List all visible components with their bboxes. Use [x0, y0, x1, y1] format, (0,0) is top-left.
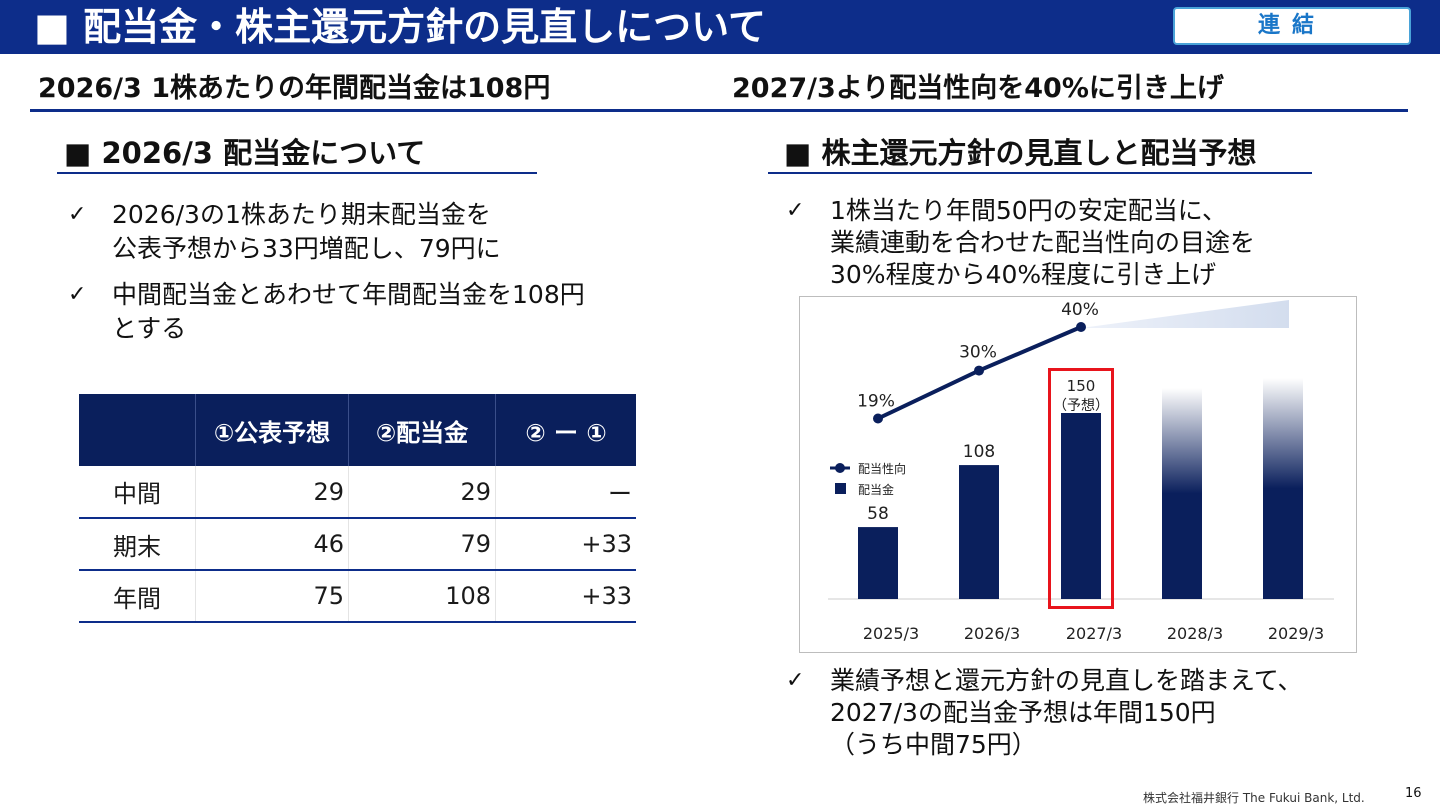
table-row: 年間 75 108 +33: [79, 570, 636, 623]
category-label: 2029/3: [1268, 624, 1324, 643]
dividend-table: ①公表予想 ②配当金 ② ー ① 中間 29 29 ー 期末 46 79 +33…: [79, 394, 636, 623]
legend-line-marker: [835, 463, 845, 473]
bullet-line: 30%程度から40%程度に引き上げ: [830, 260, 1217, 289]
table-cell: 46: [195, 518, 349, 571]
table-cell: 29: [348, 466, 496, 519]
legend-bar-swatch: [835, 483, 846, 494]
row-label: 年間: [79, 570, 196, 623]
left-bullet-1: ✓ 2026/3の1株あたり期末配当金を 公表予想から33円増配し、79円に: [68, 198, 668, 268]
page-number: 16: [1405, 786, 1422, 801]
bar-outlook-2029/3: [1263, 378, 1303, 599]
right-bullet-2: ✓ 業績予想と還元方針の見直しを踏まえて、 2027/3の配当金予想は年間150…: [786, 664, 1426, 768]
headline-left: 2026/3 1株あたりの年間配当金は108円: [38, 73, 551, 104]
forecast-note-label: （予想）: [1053, 398, 1109, 414]
table-cell: 29: [195, 466, 349, 519]
bullet-line: 業績予想と還元方針の見直しを踏まえて、: [830, 666, 1303, 695]
table-cell: 79: [348, 518, 496, 571]
right-bullet-1: ✓ 1株当たり年間50円の安定配当に、 業績連動を合わせた配当性向の目途を 30…: [786, 194, 1426, 298]
category-label: 2027/3: [1066, 624, 1122, 643]
check-icon: ✓: [786, 668, 805, 693]
bar-value-label: 108: [963, 442, 995, 462]
category-label: 2026/3: [964, 624, 1020, 643]
category-label: 2028/3: [1167, 624, 1223, 643]
legend-label: 配当金: [858, 482, 894, 497]
bullet-line: 業績連動を合わせた配当性向の目途を: [830, 228, 1256, 257]
check-icon: ✓: [68, 202, 87, 227]
row-label: 期末: [79, 518, 196, 571]
bar-2027/3: [1061, 413, 1101, 599]
payout-ratio-point: [1076, 322, 1086, 332]
payout-ratio-label: 40%: [1061, 300, 1099, 320]
bullet-line: 公表予想から33円増配し、79円に: [112, 234, 501, 263]
bar-2025/3: [858, 527, 898, 599]
bar-value-label: 58: [867, 504, 889, 524]
bullet-line: 中間配当金とあわせて年間配当金を108円: [112, 280, 585, 309]
bar-2026/3: [959, 465, 999, 599]
table-header-cell: ② ー ①: [495, 394, 636, 466]
check-icon: ✓: [786, 198, 805, 223]
bullet-line: （うち中間75円）: [830, 730, 1037, 759]
bullet-line: 2026/3の1株あたり期末配当金を: [112, 200, 491, 229]
consolidated-badge: 連結: [1173, 7, 1411, 45]
legend-label: 配当性向: [858, 461, 906, 476]
footer-company: 株式会社福井銀行 The Fukui Bank, Ltd.: [1143, 791, 1365, 805]
bullet-line: 2027/3の配当金予想は年間150円: [830, 698, 1216, 727]
check-icon: ✓: [68, 282, 87, 307]
table-row: 中間 29 29 ー: [79, 466, 636, 519]
page-title: ■ 配当金・株主還元方針の見直しについて: [34, 5, 766, 49]
left-section-title: ■ 2026/3 配当金について: [64, 136, 426, 170]
left-section-rule: [57, 172, 537, 174]
bar-outlook-2028/3: [1162, 388, 1202, 599]
left-bullet-2: ✓ 中間配当金とあわせて年間配当金を108円 とする: [68, 278, 668, 348]
payout-ratio-point: [873, 413, 883, 424]
category-label: 2025/3: [863, 624, 919, 643]
table-header-cell: ①公表予想: [195, 394, 349, 466]
right-section-rule: [768, 172, 1312, 174]
bullet-line: とする: [112, 314, 187, 343]
headline-divider: [30, 109, 1408, 112]
bullet-line: 1株当たり年間50円の安定配当に、: [830, 196, 1227, 225]
table-header-cell: [79, 394, 196, 466]
table-cell: 75: [195, 570, 349, 623]
table-header-row: ①公表予想 ②配当金 ② ー ①: [79, 394, 636, 466]
headline-right: 2027/3より配当性向を40%に引き上げ: [732, 73, 1224, 104]
bar-value-label: 150: [1067, 377, 1096, 395]
forecast-highlight-box: [1048, 368, 1114, 609]
payout-outlook-area: [1081, 300, 1289, 328]
table-cell: ー: [495, 466, 636, 519]
table-cell: +33: [495, 570, 636, 623]
table-cell: 108: [348, 570, 496, 623]
table-row: 期末 46 79 +33: [79, 518, 636, 571]
right-section-title: ■ 株主還元方針の見直しと配当予想: [784, 136, 1257, 170]
table-header-cell: ②配当金: [348, 394, 496, 466]
payout-ratio-point: [974, 365, 984, 376]
payout-ratio-label: 30%: [959, 343, 997, 363]
table-cell: +33: [495, 518, 636, 571]
payout-ratio-label: 19%: [857, 392, 895, 412]
row-label: 中間: [79, 466, 196, 519]
